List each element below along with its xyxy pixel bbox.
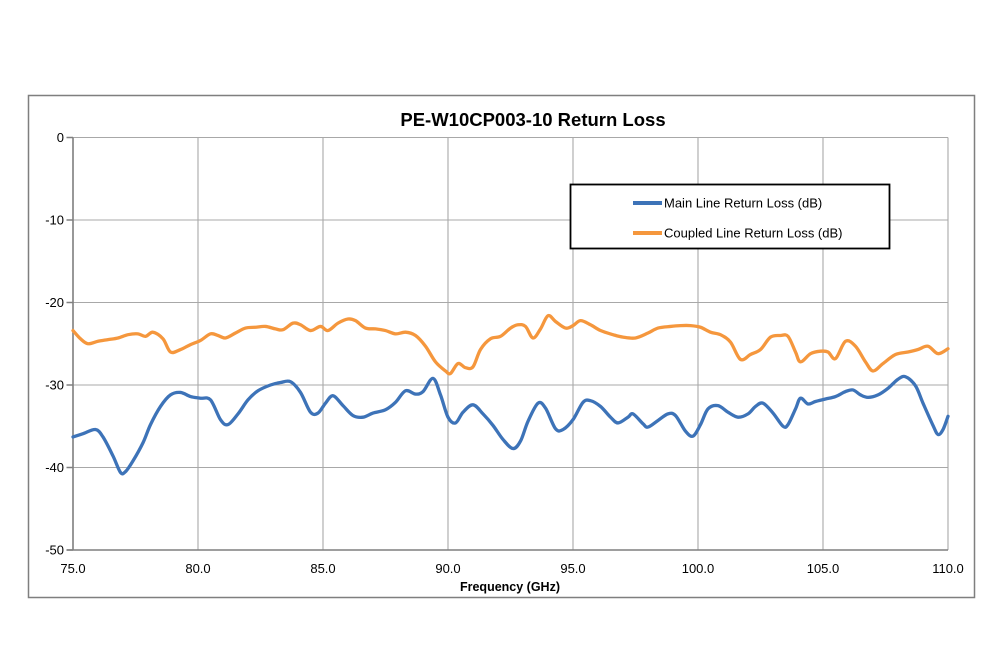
y-tick-label: -30 [45,378,64,393]
x-tick-label: 90.0 [435,561,460,576]
legend-box [569,183,891,250]
chart-title: PE-W10CP003-10 Return Loss [400,109,665,130]
x-tick-label: 75.0 [60,561,85,576]
y-tick-label: 0 [57,130,64,145]
axis-tick-labels: 75.0 80.0 85.0 90.0 95.0 100.0 105.0 110.0 0 -10 -… [45,130,964,576]
legend-label-main-line: Main Line Return Loss (dB) [664,196,822,211]
legend: Main Line Return Loss (dB) Coupled Line … [569,183,891,250]
coupled-line-series [71,313,950,376]
axes [66,136,948,551]
y-tick-label: -20 [45,295,64,310]
legend-label-coupled-line: Coupled Line Return Loss (dB) [664,226,843,241]
chart-border [27,94,976,599]
x-tick-label: 105.0 [807,561,840,576]
x-tick-label: 95.0 [560,561,585,576]
y-tick-label: -50 [45,543,64,558]
x-axis-title: Frequency (GHz) [460,580,560,594]
x-tick-label: 85.0 [310,561,335,576]
x-tick-label: 110.0 [932,561,964,576]
y-tick-label: -10 [45,213,64,228]
main-line-series [71,374,950,476]
plot-series [71,313,950,476]
y-tick-label: -40 [45,460,64,475]
x-tick-label: 80.0 [185,561,210,576]
x-tick-label: 100.0 [682,561,715,576]
